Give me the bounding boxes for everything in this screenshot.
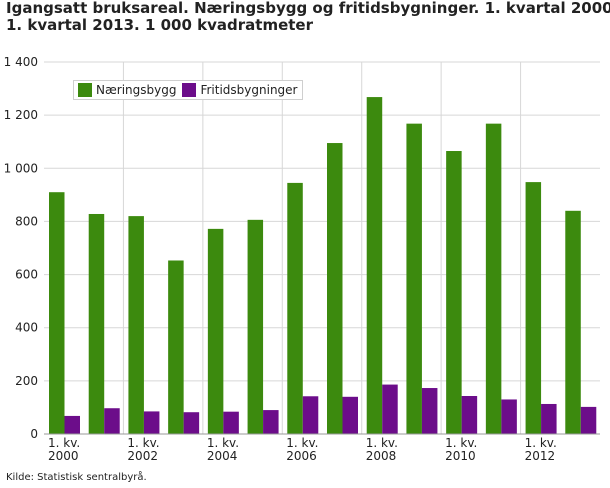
x-tick-label: 1. kv. <box>207 436 239 450</box>
chart-title: Igangsatt bruksareal. Næringsbygg og fri… <box>6 0 610 34</box>
bar-naeringsbygg <box>485 123 502 434</box>
legend-label-fritidsbygninger: Fritidsbygninger <box>200 83 298 97</box>
bar-naeringsbygg <box>525 182 542 434</box>
bar-fritidsbygninger <box>541 403 557 434</box>
bar-fritidsbygninger <box>64 415 80 434</box>
bar-fritidsbygninger <box>421 388 438 434</box>
legend-item-naeringsbygg[interactable]: Næringsbygg <box>78 83 176 97</box>
legend-swatch-fritidsbygninger <box>182 83 197 97</box>
bar-fritidsbygninger <box>501 399 517 434</box>
y-tick-label: 600 <box>15 268 38 282</box>
x-tick-label: 2010 <box>445 449 476 463</box>
bar-fritidsbygninger <box>223 411 239 434</box>
chart-legend: Næringsbygg Fritidsbygninger <box>73 80 303 100</box>
bar-fritidsbygninger <box>342 396 358 434</box>
x-tick-label: 2006 <box>286 449 317 463</box>
x-tick-label: 1. kv. <box>127 436 159 450</box>
bar-fritidsbygninger <box>183 412 200 434</box>
bar-fritidsbygninger <box>382 384 398 434</box>
bar-naeringsbygg <box>88 213 105 434</box>
x-tick-label: 2012 <box>525 449 556 463</box>
bar-naeringsbygg <box>366 97 383 435</box>
y-tick-label: 400 <box>15 321 38 335</box>
y-tick-label: 800 <box>15 214 38 228</box>
bar-fritidsbygninger <box>461 396 478 434</box>
legend-label-naeringsbygg: Næringsbygg <box>96 83 177 97</box>
bar-naeringsbygg <box>247 219 264 434</box>
bar-naeringsbygg <box>168 260 184 434</box>
x-tick-label: 2008 <box>366 449 397 463</box>
bar-naeringsbygg <box>565 210 581 434</box>
x-tick-label: 2002 <box>127 449 158 463</box>
chart-title-line-1: Igangsatt bruksareal. Næringsbygg og fri… <box>6 0 610 17</box>
bar-fritidsbygninger <box>143 411 160 434</box>
source-note: Kilde: Statistisk sentralbyrå. <box>6 472 147 483</box>
legend-item-fritidsbygninger[interactable]: Fritidsbygninger <box>182 83 298 97</box>
x-tick-label: 1. kv. <box>445 436 477 450</box>
chart-title-line-2: 1. kvartal 2013. 1 000 kvadratmeter <box>6 16 313 34</box>
bar-fritidsbygninger <box>580 406 597 434</box>
y-tick-label: 1 000 <box>4 161 38 175</box>
bar-fritidsbygninger <box>263 410 279 434</box>
x-tick-label: 2000 <box>48 449 79 463</box>
x-tick-label: 1. kv. <box>525 436 557 450</box>
y-tick-label: 1 400 <box>4 55 38 69</box>
bar-naeringsbygg <box>207 228 224 434</box>
y-tick-label: 200 <box>15 374 38 388</box>
x-tick-label: 1. kv. <box>48 436 80 450</box>
legend-swatch-naeringsbygg <box>78 83 92 97</box>
bar-fritidsbygninger <box>302 396 319 434</box>
x-tick-label: 1. kv. <box>366 436 398 450</box>
bar-fritidsbygninger <box>104 408 120 434</box>
bar-naeringsbygg <box>406 123 422 434</box>
bar-naeringsbygg <box>446 151 462 434</box>
bar-naeringsbygg <box>49 192 65 434</box>
bar-naeringsbygg <box>327 143 343 435</box>
bar-naeringsbygg <box>287 182 303 434</box>
y-tick-label: 0 <box>30 427 38 441</box>
y-tick-label: 1 200 <box>4 108 38 122</box>
x-tick-label: 2004 <box>207 449 238 463</box>
bar-naeringsbygg <box>128 216 144 434</box>
x-tick-label: 1. kv. <box>286 436 318 450</box>
